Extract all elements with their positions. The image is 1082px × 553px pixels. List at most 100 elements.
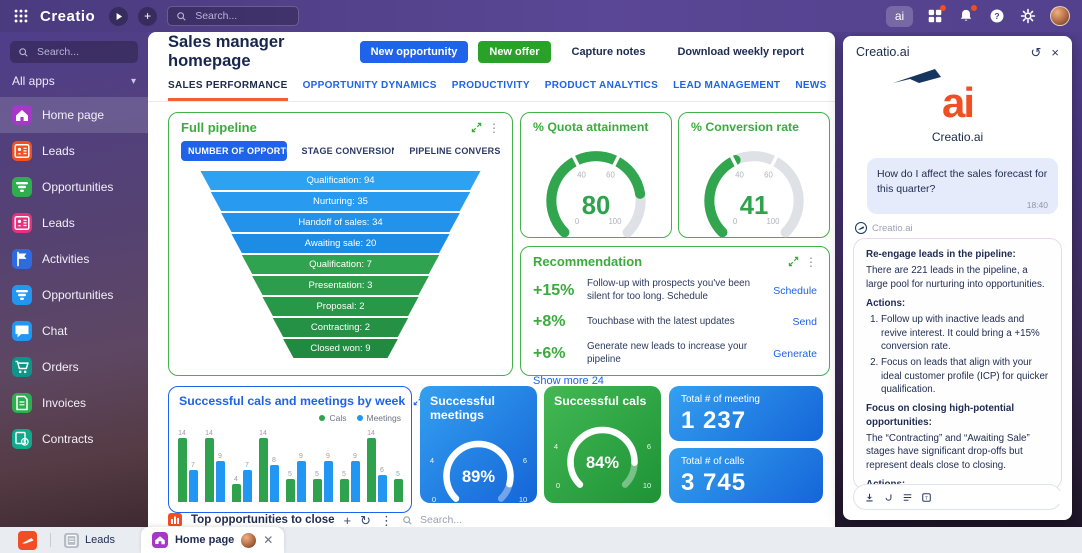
topbar: Creatio + ai ? <box>0 0 1082 32</box>
all-apps-selector[interactable]: All apps ▾ <box>12 74 136 88</box>
meetings-bar[interactable]: 8 <box>269 457 279 502</box>
close-icon[interactable]: × <box>1051 44 1059 60</box>
upload-icon[interactable] <box>864 492 875 503</box>
refresh-icon[interactable]: ↻ <box>360 512 372 527</box>
expand-icon[interactable] <box>471 122 482 133</box>
close-icon[interactable]: ✕ <box>263 533 274 547</box>
taskbar-tab-home-page[interactable]: Home page ✕ <box>140 527 285 553</box>
workplaces-grid-icon[interactable] <box>926 5 946 25</box>
cals-bar[interactable]: 5 <box>339 471 349 502</box>
creatio-logo: Creatio <box>40 7 96 25</box>
meetings-bar[interactable]: 7 <box>188 462 198 502</box>
add-button[interactable]: + <box>138 6 158 26</box>
cals-bar[interactable]: 14 <box>258 430 268 502</box>
help-icon[interactable]: ? <box>988 7 1006 25</box>
flag-icon <box>12 249 32 269</box>
pipeline-tab-number-of-opportun[interactable]: NUMBER OF OPPORTUN <box>181 141 287 161</box>
meetings-bar[interactable]: 7 <box>242 462 252 502</box>
cals-bar[interactable]: 14 <box>177 430 187 502</box>
expand-icon[interactable] <box>788 256 799 267</box>
prompt-list-icon[interactable] <box>902 492 913 503</box>
attachment-icon[interactable] <box>883 492 894 503</box>
pipeline-tab-pipeline-conversi[interactable]: PIPELINE CONVERSI... <box>409 146 500 156</box>
list-search-input[interactable] <box>418 513 489 526</box>
meetings-bar[interactable]: 9 <box>215 453 225 502</box>
notifications-bell-icon[interactable] <box>957 5 977 25</box>
generate-link[interactable]: Generate <box>773 348 817 361</box>
funnel-stage-contracting[interactable]: Contracting: 2 <box>272 318 409 337</box>
new-offer-button[interactable]: New offer <box>478 41 551 63</box>
funnel-stage-nurturing[interactable]: Nurturing: 35 <box>210 192 471 211</box>
pipeline-tab-stage-conversion[interactable]: STAGE CONVERSION... <box>301 146 395 156</box>
capture-notes-button[interactable]: Capture notes <box>561 41 657 63</box>
sidebar-item-contracts[interactable]: $ Contracts <box>0 421 148 457</box>
funnel-stage-qualification[interactable]: Qualification: 7 <box>241 255 440 274</box>
leads-icon <box>12 213 32 233</box>
template-icon[interactable]: T <box>921 492 932 503</box>
cals-bar[interactable]: 5 <box>312 471 322 502</box>
app-launcher-icon[interactable] <box>12 7 30 25</box>
tab-lead-management[interactable]: LEAD MANAGEMENT <box>673 79 781 91</box>
sidebar-item-leads[interactable]: Leads <box>0 133 148 169</box>
cals-bar[interactable]: 5 <box>285 471 295 502</box>
sidebar-item-orders[interactable]: Orders <box>0 349 148 385</box>
meetings-bar[interactable]: 9 <box>296 453 306 502</box>
sidebar-item-home-page[interactable]: Home page <box>0 97 148 133</box>
sidebar-item-opportunities[interactable]: Opportunities <box>0 169 148 205</box>
meetings-bar[interactable]: 9 <box>323 453 333 502</box>
add-icon[interactable]: + <box>343 512 352 527</box>
sidebar-item-chat[interactable]: Chat <box>0 313 148 349</box>
svg-text:0: 0 <box>733 217 738 226</box>
funnel-stage-handoff-of-sales[interactable]: Handoff of sales: 34 <box>221 213 460 232</box>
taskbar-item-leads[interactable]: Leads <box>64 532 115 548</box>
tab-product-analytics[interactable]: PRODUCT ANALYTICS <box>544 79 659 91</box>
play-button[interactable] <box>109 6 129 26</box>
settings-gear-icon[interactable] <box>1019 7 1037 25</box>
kebab-menu-icon[interactable]: ⋮ <box>488 120 500 135</box>
funnel-stage-awaiting-sale[interactable]: Awaiting sale: 20 <box>231 234 450 253</box>
sidebar-item-opportunities[interactable]: Opportunities <box>0 277 148 313</box>
ai-message-input-bar[interactable]: T <box>853 484 1072 510</box>
bar-value-label: 14 <box>259 430 267 437</box>
meetings-bar[interactable]: 9 <box>350 453 360 502</box>
cals-bar[interactable]: 14 <box>204 430 214 502</box>
kebab-menu-icon[interactable]: ⋮ <box>805 254 817 269</box>
meetings-bar[interactable]: 6 <box>377 467 387 502</box>
sidebar-search[interactable] <box>10 41 138 63</box>
new-opportunity-button[interactable]: New opportunity <box>359 41 469 63</box>
tab-news[interactable]: NEWS <box>795 79 827 91</box>
list-search[interactable] <box>402 513 489 526</box>
svg-text:60: 60 <box>606 170 615 179</box>
user-avatar[interactable] <box>1050 6 1070 26</box>
global-search[interactable] <box>167 6 300 26</box>
sidebar-search-input[interactable] <box>35 45 130 59</box>
global-search-input[interactable] <box>193 9 291 23</box>
tab-productivity[interactable]: PRODUCTIVITY <box>451 79 530 91</box>
download-weekly-report-button[interactable]: Download weekly report <box>666 41 815 63</box>
tab-opportunity-dynamics[interactable]: OPPORTUNITY DYNAMICS <box>302 79 437 91</box>
send-link[interactable]: Send <box>792 316 817 329</box>
creatio-taskbar-icon[interactable] <box>18 530 37 550</box>
sidebar-item-label: Opportunities <box>42 288 114 302</box>
show-more-link[interactable]: Show more 24 <box>533 374 604 387</box>
kebab-menu-icon[interactable]: ⋮ <box>380 512 394 527</box>
sidebar-item-activities[interactable]: Activities <box>0 241 148 277</box>
ai-assistant-button[interactable]: ai <box>886 5 913 27</box>
funnel-stage-presentation[interactable]: Presentation: 3 <box>252 276 429 295</box>
legend-dot <box>356 415 363 421</box>
sidebar-item-invoices[interactable]: Invoices <box>0 385 148 421</box>
funnel-stage-qualification[interactable]: Qualification: 94 <box>200 171 481 190</box>
cals-bar[interactable]: 4 <box>231 476 241 502</box>
funnel-stage-proposal[interactable]: Proposal: 2 <box>262 297 419 316</box>
ai-message-input[interactable] <box>940 490 1072 504</box>
tab-sales-performance[interactable]: SALES PERFORMANCE <box>168 72 288 101</box>
uplift-percent: +6% <box>533 345 566 363</box>
funnel-stage-closed-won[interactable]: Closed won: 9 <box>283 339 398 358</box>
schedule-link[interactable]: Schedule <box>773 284 817 297</box>
sidebar-item-leads[interactable]: Leads <box>0 205 148 241</box>
restart-chat-icon[interactable]: ↺ <box>1030 44 1042 60</box>
document-icon <box>64 532 79 548</box>
cals-bar[interactable]: 14 <box>366 430 376 502</box>
cals-bar[interactable]: 5 <box>393 471 403 502</box>
